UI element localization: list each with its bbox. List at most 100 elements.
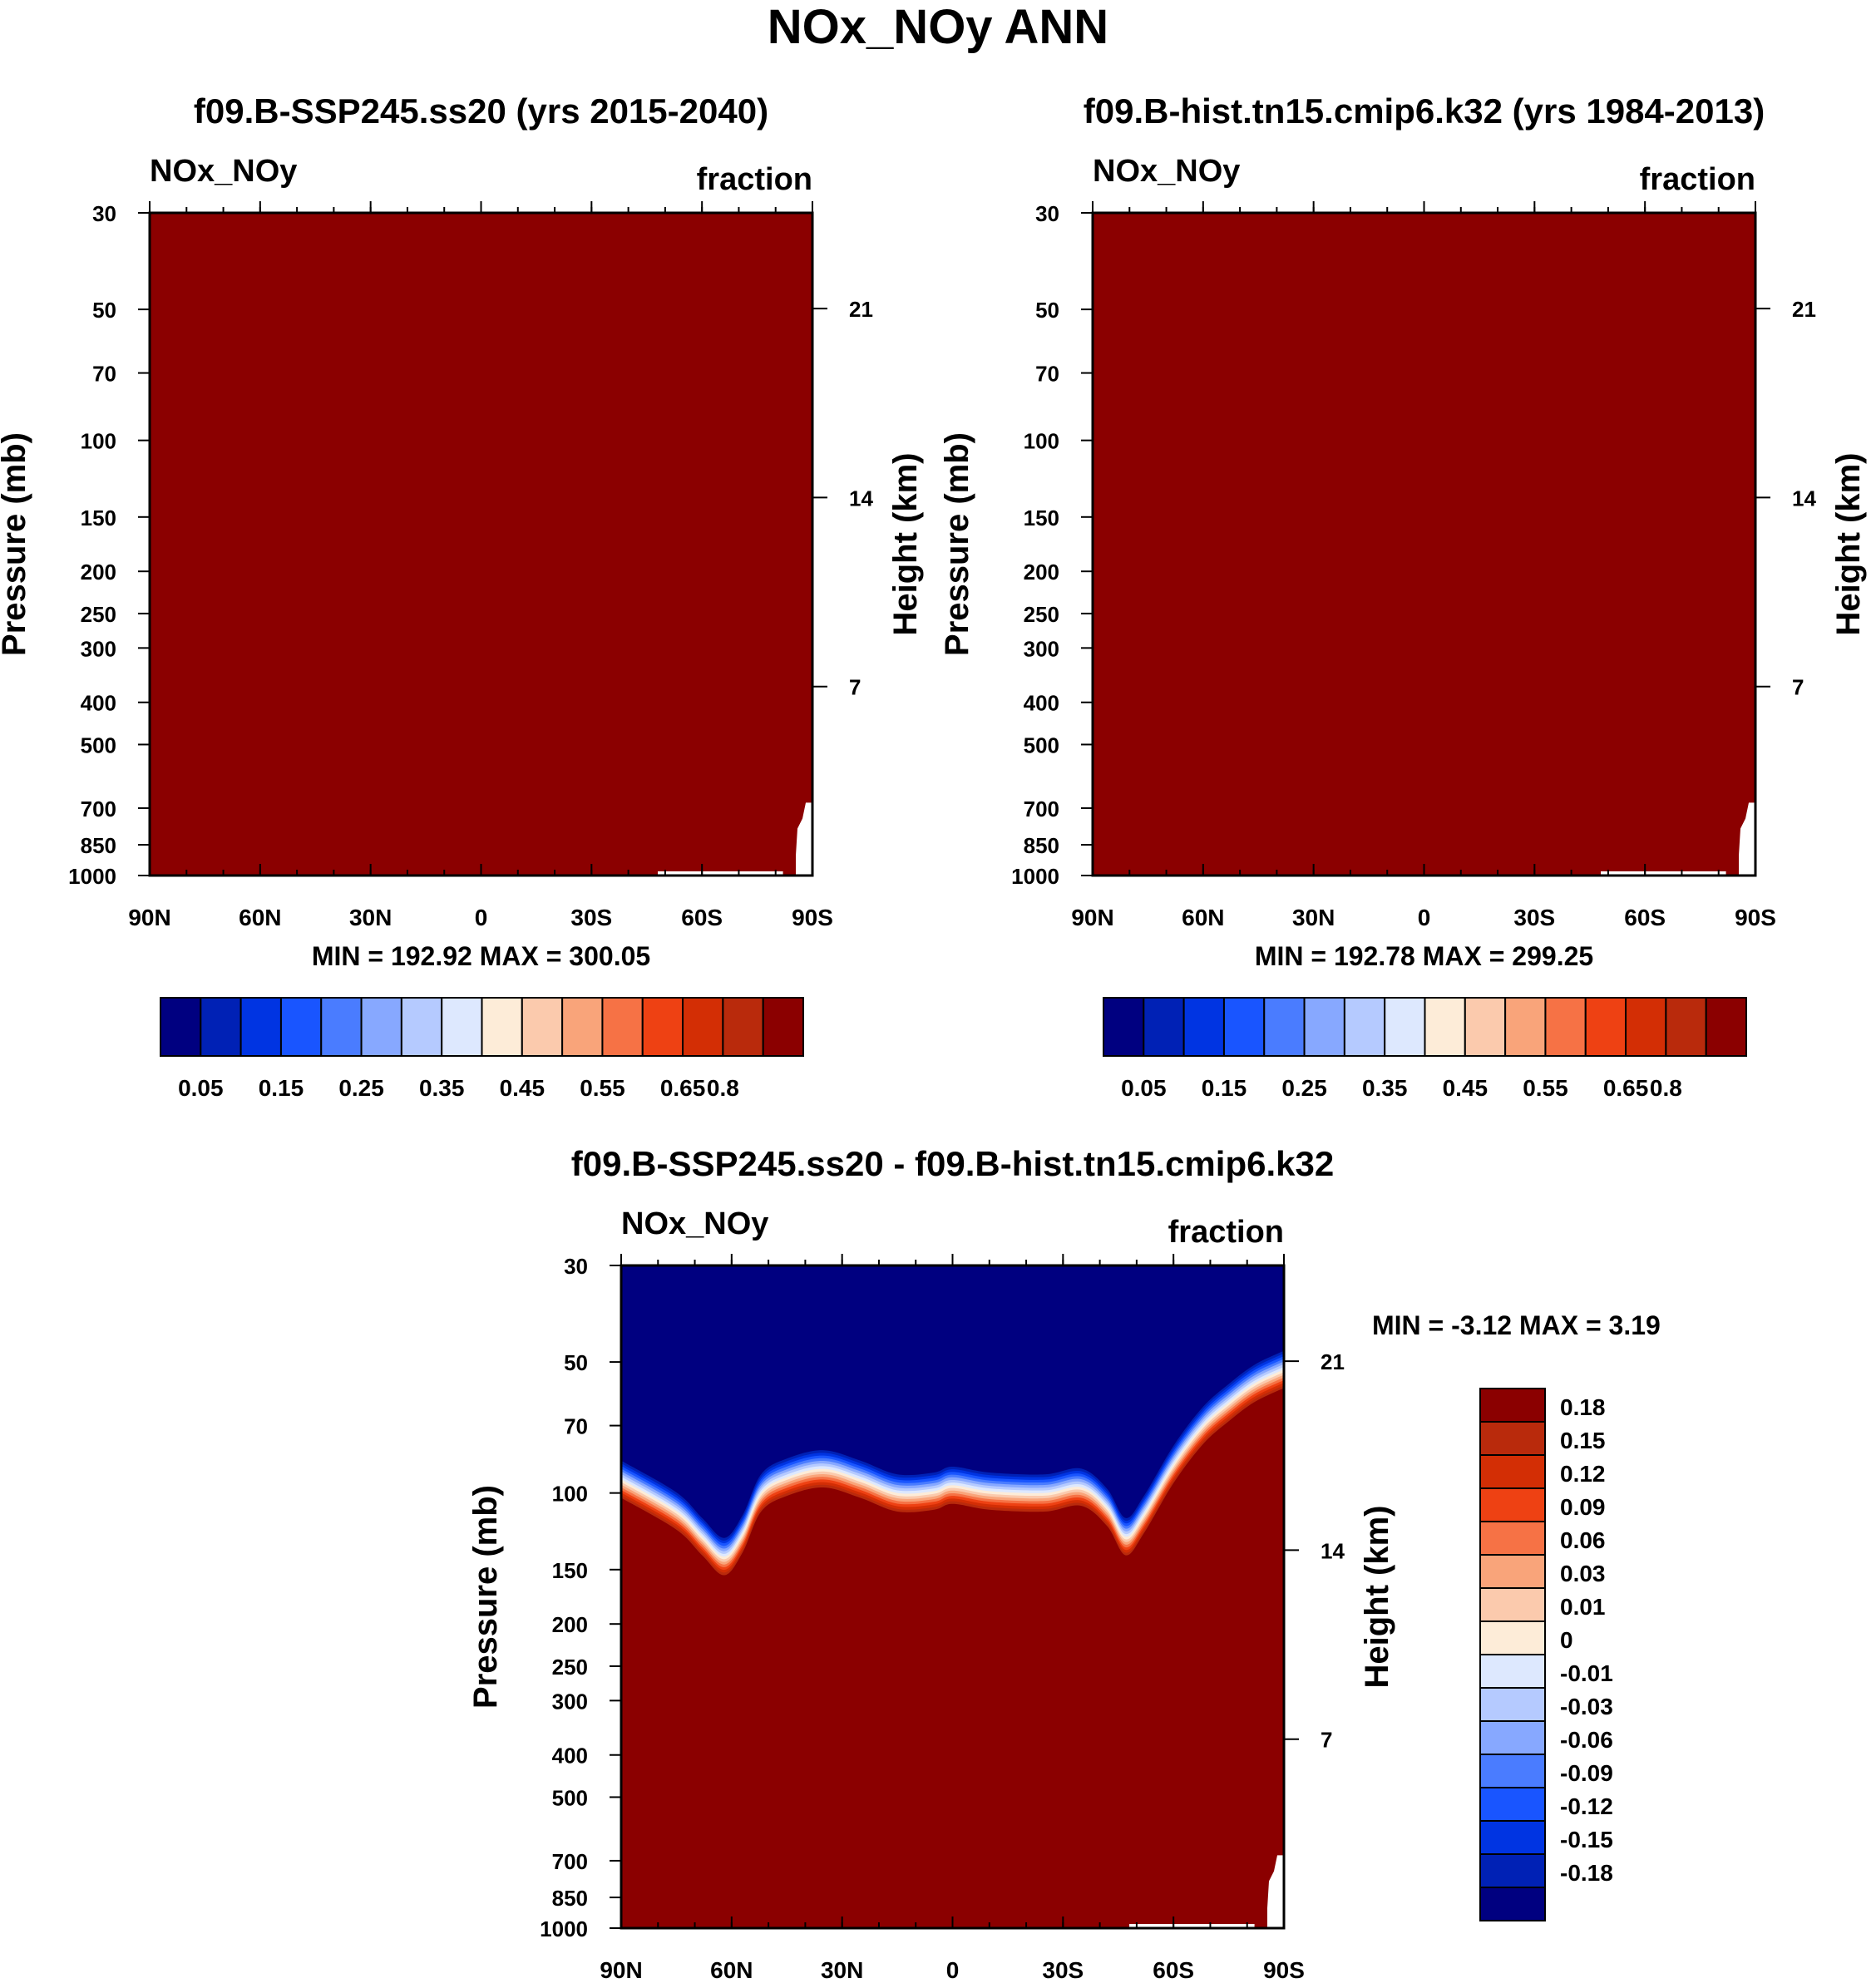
height-tick-label: 21 xyxy=(1321,1349,1345,1374)
units-label: fraction xyxy=(697,162,812,197)
colorbar-label: 0.06 xyxy=(1560,1527,1606,1553)
y-tick-label: 150 xyxy=(81,506,116,530)
y-tick-label: 100 xyxy=(1024,429,1059,454)
colorbar-label: -0.12 xyxy=(1560,1793,1613,1819)
y-axis-title-right: Height (km) xyxy=(887,453,924,636)
colorbar-box xyxy=(561,997,604,1057)
y-tick-label: 70 xyxy=(92,362,116,387)
y-tick-label: 150 xyxy=(1024,506,1059,530)
colorbar-box xyxy=(441,997,483,1057)
colorbar-box xyxy=(641,997,684,1057)
colorbar-label: -0.09 xyxy=(1560,1760,1613,1786)
colorbar-label: 0.18 xyxy=(1560,1394,1606,1420)
y-tick-label: 400 xyxy=(1024,691,1059,716)
y-tick-label: 400 xyxy=(552,1744,588,1768)
panel-bottom: f09.B-SSP245.ss20 - f09.B-hist.tn15.cmip… xyxy=(467,1144,1661,1983)
panel-title: f09.B-SSP245.ss20 - f09.B-hist.tn15.cmip… xyxy=(571,1144,1334,1183)
colorbar-box xyxy=(1384,997,1426,1057)
colorbar-label: -0.03 xyxy=(1560,1694,1613,1719)
colorbar-label: 0.45 xyxy=(500,1075,546,1101)
x-tick-label: 60N xyxy=(239,905,281,930)
colorbar-label: -0.15 xyxy=(1560,1827,1613,1852)
colorbar-label: 0.25 xyxy=(338,1075,384,1101)
y-tick-label: 850 xyxy=(81,833,116,858)
missing-data-strip xyxy=(1129,1924,1255,1928)
field-fill xyxy=(1093,213,1755,876)
colorbar-label: -0.01 xyxy=(1560,1660,1613,1686)
y-tick-label: 850 xyxy=(1024,833,1059,858)
colorbar-box xyxy=(1103,997,1145,1057)
colorbar-box xyxy=(1479,1487,1546,1522)
x-tick-label: 30S xyxy=(1513,905,1555,930)
colorbar-label: 0.01 xyxy=(1560,1594,1606,1620)
y-tick-label: 250 xyxy=(1024,602,1059,627)
y-tick-label: 200 xyxy=(552,1612,588,1637)
colorbar-label: 0.65 xyxy=(660,1075,706,1101)
y-tick-label: 50 xyxy=(92,298,116,323)
colorbar-label: 0 xyxy=(1560,1627,1573,1653)
y-tick-label: 30 xyxy=(564,1254,588,1279)
colorbar-box xyxy=(279,997,323,1057)
colorbar-box xyxy=(762,997,804,1057)
y-tick-label: 850 xyxy=(552,1886,588,1911)
height-tick-label: 14 xyxy=(1792,486,1816,511)
y-axis-title: Pressure (mb) xyxy=(467,1485,504,1709)
y-tick-label: 300 xyxy=(1024,636,1059,661)
contour-band-15 xyxy=(621,1265,1284,1538)
colorbar-box xyxy=(1479,1853,1546,1888)
x-tick-label: 0 xyxy=(946,1957,960,1983)
figure-title: NOx_NOy ANN xyxy=(768,0,1108,54)
colorbar-label: 0.05 xyxy=(178,1075,224,1101)
y-axis-title: Pressure (mb) xyxy=(0,432,32,656)
y-tick-label: 150 xyxy=(552,1558,588,1583)
y-tick-label: 500 xyxy=(1024,733,1059,757)
height-tick-label: 21 xyxy=(1792,297,1816,322)
y-tick-label: 100 xyxy=(552,1482,588,1507)
height-tick-label: 14 xyxy=(849,486,873,511)
panel-title: f09.B-SSP245.ss20 (yrs 2015-2040) xyxy=(194,91,768,131)
colorbar-box xyxy=(682,997,724,1057)
colorbar-box xyxy=(1479,1820,1546,1855)
y-tick-label: 250 xyxy=(81,602,116,627)
colorbar-box xyxy=(1479,1720,1546,1755)
x-tick-label: 60N xyxy=(1182,905,1224,930)
panel-title: f09.B-hist.tn15.cmip6.k32 (yrs 1984-2013… xyxy=(1084,91,1765,131)
missing-data-region xyxy=(1739,802,1755,876)
field-fill xyxy=(150,213,812,876)
x-tick-label: 30N xyxy=(821,1957,863,1983)
y-tick-label: 70 xyxy=(564,1414,588,1439)
colorbar-box xyxy=(521,997,564,1057)
colorbar-box xyxy=(1222,997,1266,1057)
colorbar-box xyxy=(1479,1587,1546,1622)
x-tick-label: 0 xyxy=(1418,905,1431,930)
colorbar-label: 0.65 xyxy=(1603,1075,1649,1101)
y-tick-label: 500 xyxy=(552,1785,588,1810)
colorbar-box xyxy=(1479,1654,1546,1689)
x-tick-label: 90N xyxy=(600,1957,642,1983)
x-tick-label: 90S xyxy=(1263,1957,1305,1983)
colorbar-box xyxy=(1479,1754,1546,1788)
y-axis-title: Pressure (mb) xyxy=(939,432,975,656)
y-tick-label: 700 xyxy=(81,797,116,821)
colorbar-box xyxy=(1479,1887,1546,1921)
height-tick-label: 21 xyxy=(849,297,873,322)
colorbar-box xyxy=(1263,997,1306,1057)
height-tick-label: 7 xyxy=(849,675,861,700)
colorbar-label: 0.09 xyxy=(1560,1494,1606,1520)
panel-top-left: f09.B-SSP245.ss20 (yrs 2015-2040) NOx_NOy… xyxy=(0,91,924,1101)
x-tick-label: 60S xyxy=(1624,905,1666,930)
y-tick-label: 700 xyxy=(1024,797,1059,821)
missing-data-strip xyxy=(658,871,783,876)
x-tick-label: 90S xyxy=(1735,905,1776,930)
y-tick-label: 250 xyxy=(552,1655,588,1680)
colorbar-box xyxy=(1424,997,1466,1057)
colorbar-label: 0.8 xyxy=(1650,1075,1682,1101)
variable-label: NOx_NOy xyxy=(621,1206,768,1241)
x-tick-label: 30S xyxy=(1042,1957,1084,1983)
colorbar-box xyxy=(1479,1421,1546,1456)
colorbar-label: 0.15 xyxy=(1560,1428,1606,1453)
y-axis-title-right: Height (km) xyxy=(1830,453,1867,636)
colorbar-label: 0.15 xyxy=(1202,1075,1247,1101)
colorbar-label: 0.12 xyxy=(1560,1461,1606,1487)
